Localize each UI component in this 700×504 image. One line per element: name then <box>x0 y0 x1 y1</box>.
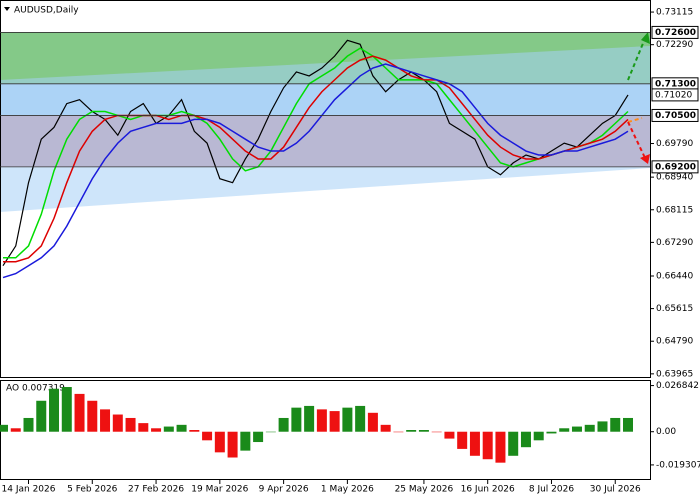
ao-bar <box>291 407 302 432</box>
ao-bar <box>520 431 531 448</box>
ao-bar <box>23 417 34 432</box>
ao-bar <box>304 405 315 432</box>
ao-bar <box>457 431 468 449</box>
ma-line <box>3 47 629 259</box>
trend-channel <box>0 46 650 212</box>
plot <box>2 39 629 279</box>
level-label: 0.71300 <box>655 79 696 89</box>
ao-bar <box>87 400 98 432</box>
x-tick-label: 27 Feb 2026 <box>128 485 184 495</box>
ao-bar <box>533 431 544 441</box>
ao-bar <box>240 431 251 451</box>
y-tick-label: 0.68940 <box>656 173 693 183</box>
level-label: 0.70500 <box>655 111 696 121</box>
arrow-head <box>641 32 650 44</box>
x-tick-label: 30 Jul 2026 <box>590 485 641 495</box>
ao-bar <box>380 424 391 432</box>
ao-bar <box>329 411 340 432</box>
level-label: 0.69200 <box>655 162 696 172</box>
ao-bar <box>482 431 493 460</box>
y-tick-label: 0.64790 <box>656 337 693 347</box>
ao-title: AO 0.007319 <box>6 384 65 394</box>
ao-bar <box>214 431 225 453</box>
ao-bar <box>138 423 149 432</box>
price-frame <box>0 0 651 378</box>
ao-bar <box>559 428 570 432</box>
arrow-flat <box>627 117 643 123</box>
x-tick-label: 25 May 2026 <box>395 485 454 495</box>
ao-bar <box>61 387 72 432</box>
ma-line <box>3 55 629 263</box>
ao-bar <box>189 430 200 432</box>
y-tick-label: 0.67290 <box>656 238 693 248</box>
ao-bar <box>571 426 582 432</box>
ao-bar <box>316 409 327 432</box>
ao-bar <box>125 417 136 432</box>
ao-bar <box>10 428 21 432</box>
level-box <box>651 160 699 174</box>
x-tick-label: 14 Jan 2026 <box>2 485 56 495</box>
ao-bar <box>597 421 608 432</box>
ma-line <box>2 63 629 279</box>
y-tick-label: 0.66440 <box>656 271 693 281</box>
y-tick-label: 0.69790 <box>656 139 693 149</box>
arrow-head <box>640 154 650 164</box>
x-tick-label: 16 Jun 2026 <box>461 485 515 495</box>
ao-bar <box>431 431 442 433</box>
ao-bar <box>265 431 276 433</box>
ao-bar <box>508 431 519 456</box>
ao-bar <box>74 393 85 432</box>
y-tick-label: 0.65615 <box>656 304 693 314</box>
price-line <box>2 39 629 267</box>
ao-bar <box>610 417 621 432</box>
level-box <box>651 25 699 39</box>
level-label: 0.72600 <box>655 28 696 38</box>
chart-title: AUDUSD,Daily <box>14 6 79 16</box>
ao-bar <box>176 424 187 432</box>
ao-bar <box>112 414 123 432</box>
ao-bar <box>444 431 455 439</box>
ao-bar <box>367 412 378 432</box>
last-price-label: 0.71020 <box>655 90 692 100</box>
ao-bar <box>100 409 111 432</box>
ao-bar <box>253 431 264 443</box>
x-tick-label: 9 Apr 2026 <box>259 485 309 495</box>
ao-bar <box>151 428 162 432</box>
y-tick-label: 0.68115 <box>656 205 693 215</box>
x-tick-label: 8 Jul 2026 <box>529 485 574 495</box>
ao-bar <box>49 388 60 432</box>
ao-bar <box>495 431 506 463</box>
ao-tick-label: 0.026842 <box>656 381 699 391</box>
ao-bar <box>202 431 213 441</box>
ao-bar <box>393 431 404 433</box>
ao-bar <box>163 426 174 432</box>
ao-bar <box>342 407 353 432</box>
ao-bar <box>227 431 238 458</box>
ao-tick-label: 0.00 <box>656 427 676 437</box>
ao-bar <box>623 417 633 432</box>
ao-bar <box>406 430 417 432</box>
arrow-down <box>627 121 647 161</box>
ao-tick-label: -0.019307 <box>656 460 700 470</box>
menu-icon <box>4 7 10 11</box>
last-price-box <box>651 88 699 102</box>
ao-bar <box>584 424 595 432</box>
ao-bar <box>469 431 480 456</box>
arrow-up <box>627 35 647 81</box>
level-box <box>651 108 699 122</box>
ao-bar <box>418 430 429 432</box>
x-tick-label: 19 Mar 2026 <box>191 485 248 495</box>
ao-bar <box>36 400 47 432</box>
y-tick-label: 0.72290 <box>656 40 693 50</box>
x-tick-label: 1 May 2026 <box>321 485 374 495</box>
x-tick-label: 5 Feb 2026 <box>67 485 118 495</box>
ao-bar <box>355 405 366 432</box>
ao-bar <box>278 417 289 432</box>
y-tick-label: 0.73115 <box>656 8 693 18</box>
y-tick-label: 0.63965 <box>656 369 693 379</box>
ao-bar <box>546 431 557 434</box>
ao-bar <box>0 424 8 432</box>
